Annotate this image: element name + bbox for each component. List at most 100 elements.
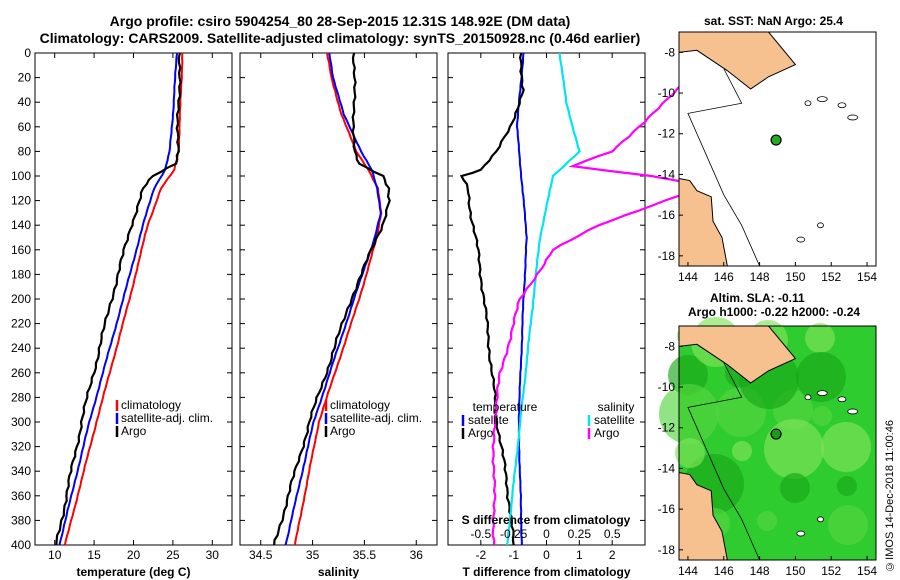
sla-anomaly-patch [732,441,752,461]
difference-line-t-argo [459,52,525,546]
sla-map-island [817,516,824,523]
difference-legend-t-label: satellite [468,413,509,427]
sla-map-island [804,394,812,401]
depth-tick-label: 20 [18,71,32,85]
sla-map-island [837,396,847,403]
temperature-line-climatology [63,52,184,546]
sla-anomaly-patch [780,473,810,503]
temperature-xtick-label: 15 [87,548,101,562]
sst-map-lat-label: -18 [658,249,676,263]
depth-tick-label: 280 [11,390,31,404]
sla-map-lon-label: 148 [750,564,770,578]
sla-map-lon-label: 154 [857,564,877,578]
salinity-legend-label: climatology [330,398,390,412]
figure-title-line-2: Climatology: CARS2009. Satellite-adjuste… [39,30,641,46]
depth-tick-label: 100 [11,169,31,183]
sst-map-title: sat. SST: NaN Argo: 25.4 [704,14,843,28]
sst-map-lon-label: 146 [714,270,734,284]
sla-map-lat-label: -16 [658,502,676,516]
difference-line-s-argo [491,52,708,546]
salinity-legend-label: Argo [330,424,356,438]
sst-map-lat-label: -16 [658,208,676,222]
sst-map-float-marker [770,134,782,146]
sla-anomaly-patch [796,352,846,402]
depth-tick-label: 240 [11,341,31,355]
difference-legend-s-label: Argo [594,426,620,440]
salinity-line-climatology [294,52,383,546]
sst-map-isobath [687,68,760,267]
sla-map-lat-label: -10 [658,380,676,394]
sla-map-lat-label: -18 [658,543,676,557]
depth-tick-label: 220 [11,317,31,331]
depth-tick-label: 360 [11,489,31,503]
sla-map-lon-label: 150 [785,564,805,578]
sst-map-lon-label: 152 [821,270,841,284]
sst-map-island [837,102,847,109]
sla-anomaly-patch [812,406,832,426]
depth-tick-label: 340 [11,464,31,478]
sst-map-lon-label: 154 [857,270,877,284]
sst-map-lat-label: -10 [658,86,676,100]
difference-legend-t-label: Argo [468,426,494,440]
difference-legend-s-label: satellite [594,413,635,427]
sla-map-isobath [687,362,760,561]
salinity-xtick-label: 35 [306,548,320,562]
sla-map-lat-label: -8 [664,339,675,353]
depth-tick-label: 400 [11,538,31,552]
sla-map: 144 146 148 150 152 154 -8 -10 -12 -14 -16 -18 [658,317,877,578]
sla-anomaly-patch [805,323,835,353]
sla-map-title: Altim. SLA: -0.11 [710,291,805,305]
sla-map-lon-label: 152 [821,564,841,578]
temperature-line-argo [55,52,182,546]
depth-tick-label: 160 [11,243,31,257]
sst-map-lon-label: 148 [750,270,770,284]
difference-s-tick-label: -0.5 [470,527,491,541]
sla-map-lat-label: -12 [658,421,676,435]
temperature-xtick-label: 25 [166,548,180,562]
temperature-xtick-label: 10 [48,548,62,562]
sst-map-lon-label: 150 [785,270,805,284]
sla-anomaly-patch [668,355,708,395]
difference-panel: -2 -1 0 1 2T difference from climatologytemp… [447,52,708,579]
figure-title-line-1: Argo profile: csiro 5904254_80 28-Sep-20… [109,13,571,29]
depth-tick-label: 300 [11,415,31,429]
salinity-xlabel: salinity [318,565,360,579]
temperature-line-satellite-adj-clim- [58,52,179,546]
depth-tick-label: 80 [18,144,32,158]
temperature-legend-label: satellite-adj. clim. [121,411,213,425]
sla-map-island [796,530,806,537]
sla-map-frame [678,325,877,561]
sst-map-island [796,236,806,243]
depth-tick-label: 180 [11,267,31,281]
temperature-axes-box [34,52,233,546]
difference-axes-box [447,52,646,546]
sst-map-island [816,96,828,103]
difference-xtick-label: -2 [475,548,486,562]
depth-tick-label: 380 [11,513,31,527]
salinity-line-argo [273,52,391,546]
sla-map-float-marker [770,428,782,440]
sla-anomaly-patch [757,511,777,531]
sst-map-island [817,222,824,229]
difference-xtick-label: 0 [543,548,550,562]
temperature-panel: 10 15 20 25 30020406080100120140160180200220… [11,46,233,579]
temperature-xtick-label: 30 [206,548,220,562]
imos-credit: ©IMOS 14-Dec-2018 11:00:46 [884,420,896,572]
difference-legend-temperature-title: temperature [473,400,538,414]
difference-xtick-label: 1 [576,548,583,562]
depth-tick-label: 260 [11,366,31,380]
sst-map-island [847,114,859,121]
temperature-legend-label: Argo [121,424,147,438]
difference-s-tick-label: 0.5 [604,527,621,541]
sla-anomaly-patch [828,505,868,545]
sst-map-lat-label: -12 [658,127,676,141]
difference-xtick-label: 2 [609,548,616,562]
difference-legend-salinity-title: salinity [598,400,635,414]
difference-s-tick-label: 0 [543,527,550,541]
sst-map: 144 146 148 150 152 154 -8 -10 -12 -14 -16 -18 [658,31,877,284]
difference-s-tick-label: -0.25 [500,527,528,541]
sla-anomaly-patch [821,422,871,472]
depth-tick-label: 0 [24,46,31,60]
depth-tick-label: 40 [18,95,32,109]
